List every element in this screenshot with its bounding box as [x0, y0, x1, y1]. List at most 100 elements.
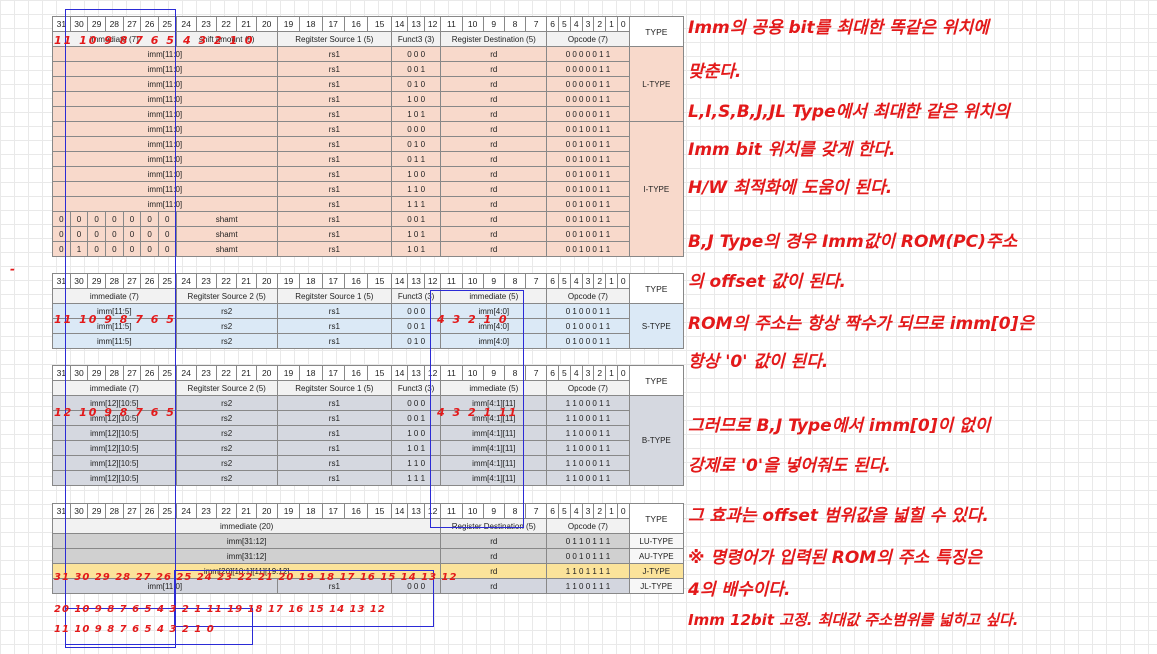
- rs1-cell: rs1: [276, 151, 392, 167]
- handwritten-bits: 31 30 29 28 27 26 25 24 23 22 21 20 19 1…: [54, 572, 458, 583]
- bit-header: 3: [581, 16, 595, 32]
- type-header: TYPE: [628, 273, 685, 304]
- type-label: I-TYPE: [628, 121, 685, 257]
- field-rd: Register Destination (5): [440, 518, 548, 534]
- rd-cell: rd: [440, 61, 548, 77]
- opcode-cell: 0 0 0 0 0 1 1: [546, 46, 630, 62]
- bit-header: 27: [122, 16, 142, 32]
- field-rs1: Regitster Source 1 (5): [276, 31, 392, 47]
- rd-cell: rd: [440, 196, 548, 212]
- table-row: imm[11:0] rs1 0 0 0 rd 1 1 0 0 1 1 1 JL-…: [52, 578, 685, 594]
- bit-header: 26: [140, 365, 159, 381]
- imm-jl-highlight-box: [65, 608, 253, 645]
- bit-header: 22: [215, 16, 237, 32]
- field-opcode: Opcode (7): [546, 31, 630, 47]
- funct3-cell: 0 0 0: [390, 303, 442, 319]
- bit-header: 20: [255, 503, 278, 519]
- bit-header: 16: [343, 365, 369, 381]
- imm-cell: imm[12][10:5]: [52, 410, 177, 426]
- rs1-cell: rs1: [276, 211, 392, 227]
- bit-header: 24: [175, 365, 197, 381]
- handwritten-bits: 11 10 9 8 7 6 5 4 3 2 1 0: [54, 624, 215, 635]
- funct7-bit: 0: [87, 211, 106, 227]
- rs1-cell: rs1: [276, 136, 392, 152]
- rs1-cell: rs1: [276, 226, 392, 242]
- bit-header: 19: [276, 273, 301, 289]
- funct7-bit: 0: [122, 241, 142, 257]
- bit-header: 0: [616, 273, 630, 289]
- rs1-cell: rs1: [276, 91, 392, 107]
- bit-header: 3: [581, 503, 595, 519]
- rd-cell: rd: [440, 46, 548, 62]
- rs1-cell: rs1: [276, 121, 392, 137]
- opcode-cell: 0 0 1 0 0 1 1: [546, 196, 630, 212]
- imm-cell: imm[11:5]: [52, 318, 177, 334]
- funct3-cell: 0 0 0: [390, 578, 442, 594]
- bit-header: 19: [276, 503, 301, 519]
- funct3-cell: 0 0 1: [390, 61, 442, 77]
- type-label: S-TYPE: [628, 303, 685, 349]
- funct3-cell: 1 0 1: [390, 106, 442, 122]
- imm-cell: imm[11:0]: [52, 61, 278, 77]
- rs2-cell: rs2: [175, 425, 278, 441]
- note-line: ※ 명령어가 입력된 ROM의 주소 특징은: [688, 548, 982, 568]
- table-row: imm[12][10:5] rs2 rs1 0 0 0 imm[4:1][11] 1 1 …: [52, 395, 685, 486]
- bit-header: 15: [367, 365, 392, 381]
- field-rd: Register Destination (5): [440, 31, 548, 47]
- field-funct3: Funct3 (3): [390, 288, 442, 304]
- imm-upper-highlight-box: [65, 9, 176, 648]
- imm-lower-highlight-box: [430, 290, 524, 528]
- funct3-cell: 1 0 1: [390, 226, 442, 242]
- bit-header: 3: [581, 365, 595, 381]
- shamt-cell: shamt: [175, 241, 278, 257]
- bit-header: 8: [503, 503, 527, 519]
- rs2-cell: rs2: [175, 333, 278, 349]
- note-line: H/W 최적화에 도움이 된다.: [688, 178, 893, 198]
- rd-cell: rd: [440, 226, 548, 242]
- funct7-bit: 0: [157, 241, 177, 257]
- field-immediate-7: immediate (7): [52, 288, 177, 304]
- funct7-bit: 0: [87, 241, 106, 257]
- bit-header: 16: [343, 273, 369, 289]
- imm-low-cell: imm[4:1][11]: [440, 470, 548, 486]
- opcode-cell: 1 1 0 0 0 1 1: [546, 455, 630, 471]
- margin-tick: -: [10, 262, 15, 276]
- bit-header: 15: [367, 503, 392, 519]
- bit-header: 1: [605, 503, 618, 519]
- note-line: 4의 배수이다.: [688, 580, 791, 600]
- field-opcode: Opcode (7): [546, 380, 630, 396]
- bit-header: 21: [235, 273, 257, 289]
- bit-header: 12: [423, 273, 442, 289]
- bit-header: 22: [215, 365, 237, 381]
- opcode-cell: 0 1 0 0 0 1 1: [546, 318, 630, 334]
- opcode-cell: 0 0 1 0 0 1 1: [546, 211, 630, 227]
- bit-header: 28: [104, 365, 124, 381]
- bit-header: 23: [195, 273, 217, 289]
- field-opcode: Opcode (7): [546, 288, 630, 304]
- rs2-cell: rs2: [175, 470, 278, 486]
- note-line: 의 offset 값이 된다.: [688, 272, 847, 292]
- bit-header: 2: [593, 16, 607, 32]
- imm-cell: imm[12][10:5]: [52, 455, 177, 471]
- imm-cell: imm[31:12]: [51, 533, 442, 549]
- bit-header: 4: [569, 16, 583, 32]
- bit-header: 24: [175, 273, 197, 289]
- funct3-cell: 1 0 0: [390, 91, 442, 107]
- bit-header: 4: [569, 365, 583, 381]
- bit-header: 25: [157, 365, 177, 381]
- handwritten-bits: 4 3 2 1 11: [437, 406, 519, 419]
- type-label: L-TYPE: [628, 46, 685, 122]
- imm-cell: imm[11:0]: [52, 181, 278, 197]
- bit-header: 18: [299, 16, 323, 32]
- rd-cell: rd: [440, 106, 548, 122]
- opcode-cell: 1 1 0 0 0 1 1: [546, 440, 630, 456]
- note-line: 항상 '0' 값이 된다.: [688, 352, 829, 372]
- imm-cell: imm[11:0]: [52, 46, 278, 62]
